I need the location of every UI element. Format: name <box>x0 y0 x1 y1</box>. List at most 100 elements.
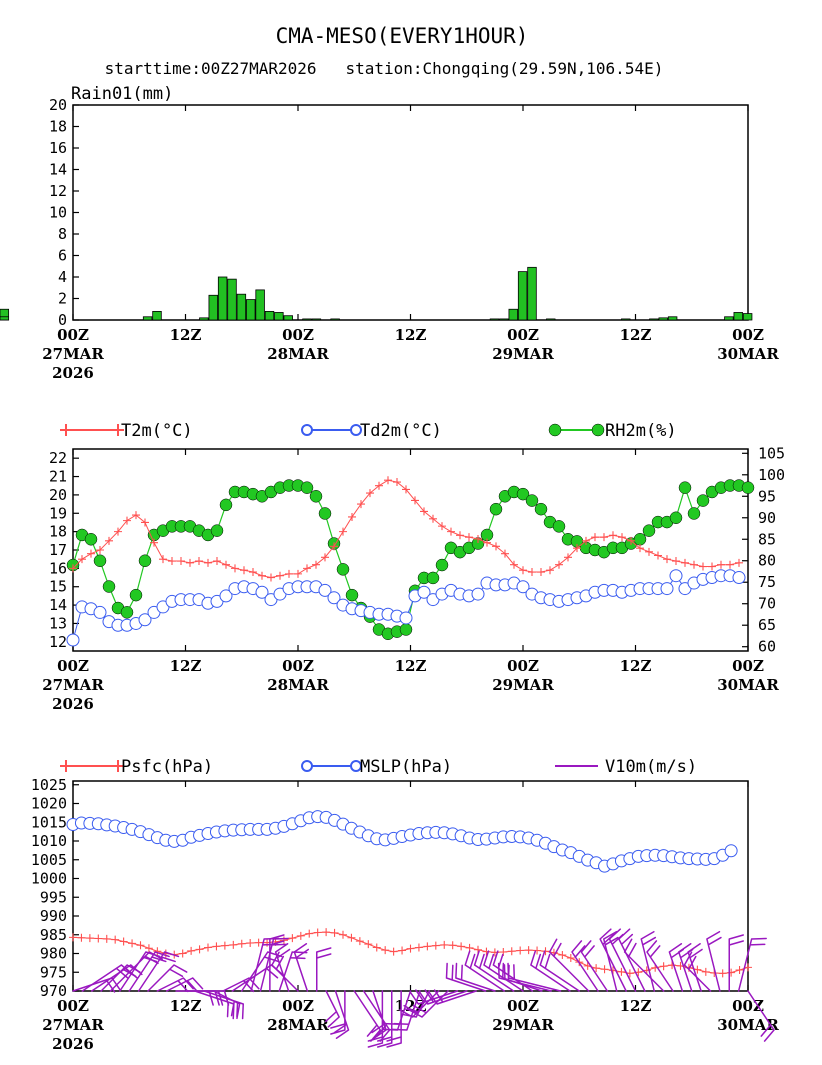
wind-barb <box>72 977 121 993</box>
x-date-label: 27MAR <box>42 345 104 363</box>
wind-barb <box>399 990 440 1018</box>
y-tick-label: 19 <box>49 504 67 522</box>
x-tick-label: 00Z <box>57 326 89 344</box>
t2m-point <box>348 512 356 521</box>
rh2m-point <box>345 588 359 602</box>
td2m-point <box>660 582 674 596</box>
psfc-point <box>744 963 752 972</box>
psfc-point <box>507 947 516 956</box>
psfc-point <box>313 928 322 937</box>
psfc-point <box>187 946 196 955</box>
t2m-point <box>159 555 167 564</box>
rain-bar <box>724 316 734 321</box>
t2m-point <box>546 566 554 575</box>
rh2m-point <box>399 623 413 636</box>
t2m-point <box>411 496 419 505</box>
wind-barb <box>445 962 487 992</box>
psfc-point <box>659 962 668 971</box>
x-tick-label: 12Z <box>170 657 202 675</box>
x-date-label: 30MAR <box>717 1016 779 1034</box>
x-year-label: 2026 <box>52 364 94 382</box>
psfc-point <box>448 941 457 950</box>
psfc-point <box>212 942 221 951</box>
y-tick-label: 16 <box>49 139 67 157</box>
wind-barb <box>271 951 299 992</box>
x-tick-label: 00Z <box>507 326 539 344</box>
t2m-point <box>654 551 662 560</box>
y-tick-label: 1000 <box>31 870 67 888</box>
mslp-legend-marker <box>350 760 362 772</box>
x-tick-label: 00Z <box>732 326 764 344</box>
rh2m-point <box>516 487 530 501</box>
y-tick-label: 985 <box>40 926 67 944</box>
t2m-point <box>204 558 212 567</box>
td2m-point <box>732 571 746 585</box>
y-tick-label: 980 <box>40 945 67 963</box>
rh2m-point <box>642 524 656 537</box>
y-tick-label: 18 <box>49 118 67 136</box>
psfc-point <box>533 946 542 955</box>
y-tick-label: 1015 <box>31 813 67 831</box>
wind-barb <box>497 962 552 992</box>
t2m-point <box>474 534 482 543</box>
t2m-point <box>150 538 158 547</box>
rain-bar <box>658 317 668 321</box>
psfc-point <box>220 941 229 950</box>
td2m-point <box>138 613 152 627</box>
x-tick-label: 12Z <box>170 997 202 1015</box>
t2m-point <box>510 560 518 569</box>
rh2m-legend-label: RH2m(%) <box>605 421 677 441</box>
psfc-point <box>566 954 575 962</box>
t2m-point <box>384 476 392 485</box>
t2m-point <box>483 538 491 547</box>
psfc-point <box>381 946 390 955</box>
rain-bar <box>302 318 312 321</box>
x-date-label: 29MAR <box>492 676 554 694</box>
psfc-point <box>237 939 246 948</box>
t2m-legend-marker <box>112 424 124 436</box>
wind-barb <box>623 938 665 992</box>
wind-barb <box>156 977 194 993</box>
t2m-point <box>492 542 500 551</box>
psfc-point <box>296 931 305 940</box>
y-right-tick-label: 75 <box>758 573 776 591</box>
rh2m-legend-marker <box>591 423 605 437</box>
wind-barb <box>747 990 775 1042</box>
y-tick-label: 14 <box>49 596 67 614</box>
t2m-point <box>402 485 410 494</box>
rh2m-point <box>318 507 332 520</box>
rain-bar <box>255 289 265 321</box>
wind-barb <box>250 937 280 992</box>
wind-barb <box>128 951 170 992</box>
y-tick-label: 8 <box>58 225 67 243</box>
wind-barb <box>640 930 657 992</box>
rh2m-point <box>489 502 503 516</box>
td2m-point <box>93 605 107 619</box>
psfc-point <box>735 966 744 974</box>
y-tick-label: 1010 <box>31 832 67 850</box>
td2m-point <box>417 585 431 599</box>
t2m-point <box>114 527 122 536</box>
mslp-legend-label: MSLP(hPa) <box>360 757 452 777</box>
wind-barb <box>428 989 477 1005</box>
psfc-point <box>431 941 440 950</box>
t2m-point <box>123 516 131 525</box>
wind-barb <box>212 990 241 1020</box>
y-tick-label: 1005 <box>31 851 67 869</box>
rh2m-point <box>120 606 134 619</box>
td2m-point <box>471 587 485 601</box>
t2m-point <box>375 481 383 490</box>
psfc-point <box>389 947 398 956</box>
psfc-point <box>592 964 601 973</box>
y-right-tick-label: 70 <box>758 595 776 613</box>
psfc-point <box>668 961 677 970</box>
wind-barb <box>687 943 703 992</box>
y-tick-label: 20 <box>49 96 67 114</box>
t2m-point <box>447 527 455 536</box>
x-date-label: 30MAR <box>717 345 779 363</box>
t2m-point <box>429 514 437 523</box>
td2m-point <box>516 580 530 594</box>
rain-bar <box>330 318 340 321</box>
t2m-point <box>267 573 275 582</box>
x-tick-label: 00Z <box>282 997 314 1015</box>
